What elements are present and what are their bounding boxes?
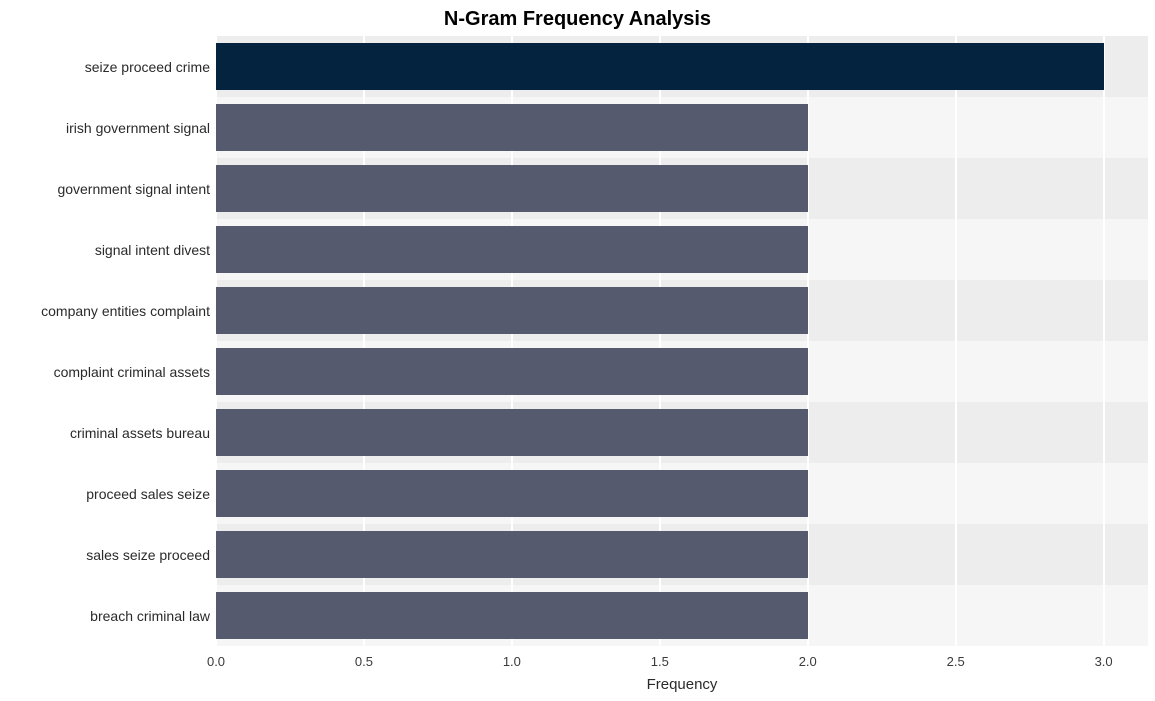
x-tick-label: 3.0 <box>1095 654 1113 669</box>
x-axis-label: Frequency <box>647 676 718 693</box>
y-tick-label: signal intent divest <box>95 242 210 258</box>
x-tick-label: 1.5 <box>651 654 669 669</box>
bar <box>216 409 808 456</box>
x-tick-label: 1.0 <box>503 654 521 669</box>
x-tick-label: 2.0 <box>799 654 817 669</box>
chart-title: N-Gram Frequency Analysis <box>0 8 1155 31</box>
y-tick-label: company entities complaint <box>41 303 210 319</box>
x-tick-label: 0.5 <box>355 654 373 669</box>
bar <box>216 165 808 212</box>
chart-container: N-Gram Frequency Analysis seize proceed … <box>0 0 1155 701</box>
y-tick-label: irish government signal <box>66 120 210 136</box>
y-tick-label: breach criminal law <box>90 608 210 624</box>
bar <box>216 226 808 273</box>
x-tick-label: 0.0 <box>207 654 225 669</box>
y-tick-label: sales seize proceed <box>86 547 210 563</box>
bar <box>216 43 1104 90</box>
bar <box>216 531 808 578</box>
y-tick-label: criminal assets bureau <box>70 425 210 441</box>
grid-vline <box>955 36 957 646</box>
y-tick-label: complaint criminal assets <box>54 364 210 380</box>
x-tick-label: 2.5 <box>947 654 965 669</box>
plot-area <box>216 36 1148 646</box>
y-tick-label: government signal intent <box>57 181 210 197</box>
y-tick-label: proceed sales seize <box>86 486 210 502</box>
grid-vline <box>1103 36 1105 646</box>
bar <box>216 287 808 334</box>
y-tick-label: seize proceed crime <box>85 59 210 75</box>
bar <box>216 348 808 395</box>
bar <box>216 592 808 639</box>
bar <box>216 104 808 151</box>
bar <box>216 470 808 517</box>
